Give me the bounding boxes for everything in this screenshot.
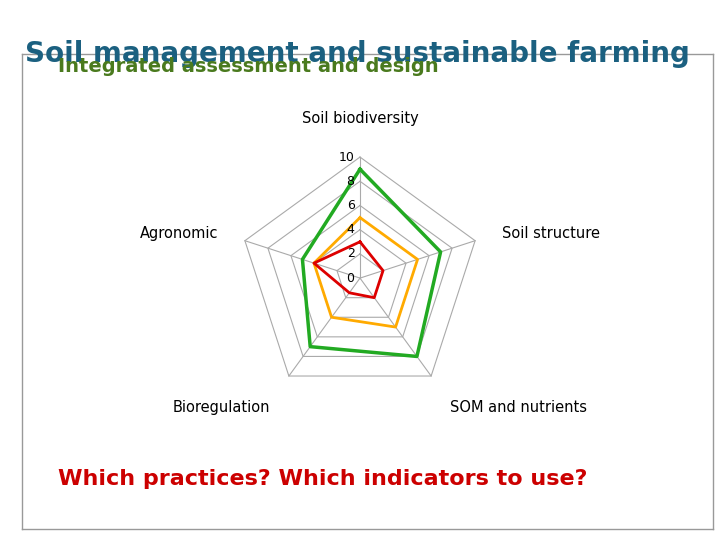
Text: Bioregulation: Bioregulation xyxy=(173,400,270,415)
Text: SOM and nutrients: SOM and nutrients xyxy=(450,400,587,415)
Text: 4: 4 xyxy=(346,223,354,236)
Text: Soil structure: Soil structure xyxy=(502,226,600,241)
Text: 6: 6 xyxy=(346,199,354,212)
Text: 0: 0 xyxy=(346,272,354,285)
Text: 8: 8 xyxy=(346,175,354,188)
Text: Soil management and sustainable farming: Soil management and sustainable farming xyxy=(25,40,690,69)
Text: Which practices? Which indicators to use?: Which practices? Which indicators to use… xyxy=(58,469,587,489)
Text: Soil biodiversity: Soil biodiversity xyxy=(302,111,418,126)
Text: Agronomic: Agronomic xyxy=(140,226,218,241)
Text: 10: 10 xyxy=(338,151,354,164)
Text: Integrated assessment and design: Integrated assessment and design xyxy=(58,57,438,76)
Text: 2: 2 xyxy=(346,247,354,260)
